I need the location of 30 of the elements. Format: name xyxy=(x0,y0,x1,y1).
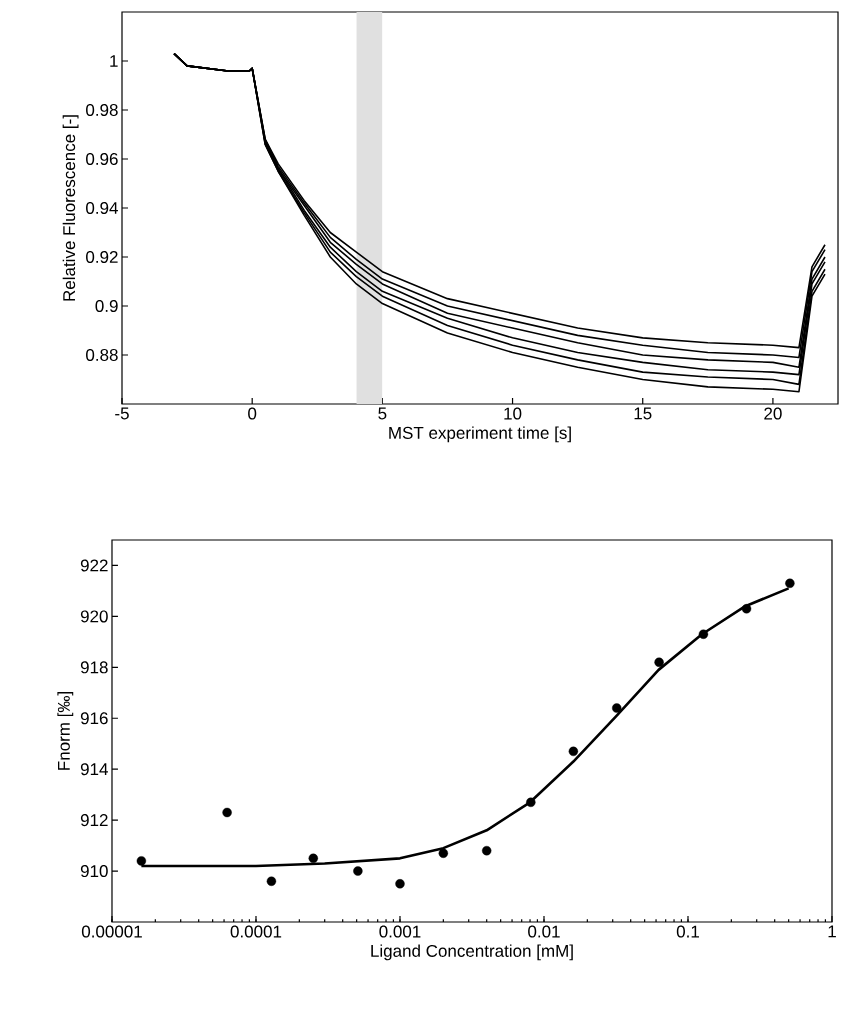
y-tick-label: 0.92 xyxy=(86,250,118,264)
y-tick-label: 916 xyxy=(80,712,108,725)
y-tick-label: 0.96 xyxy=(86,152,118,166)
y-axis-title: Relative Fluorescence [-] xyxy=(62,115,79,301)
x-tick-label: 0.00001 xyxy=(81,925,142,938)
y-tick-label: 0.9 xyxy=(95,299,118,313)
y-tick-label: 920 xyxy=(80,610,108,623)
y-tick-label: 912 xyxy=(80,814,108,827)
y-tick-label: 0.88 xyxy=(86,348,118,362)
x-tick-label: 20 xyxy=(764,407,782,420)
y-tick-label: 910 xyxy=(80,865,108,878)
x-tick-label: 15 xyxy=(634,407,652,420)
x-tick-label: 0.0001 xyxy=(230,925,282,938)
x-tick-label: -5 xyxy=(115,407,129,420)
x-tick-label: 0.001 xyxy=(379,925,421,938)
y-axis-title: Fnorm [‰] xyxy=(57,692,74,770)
x-axis-title: Ligand Concentration [mM] xyxy=(371,944,573,961)
x-tick-label: 10 xyxy=(504,407,522,420)
y-tick-label: 0.98 xyxy=(86,103,118,117)
x-axis-title: MST experiment time [s] xyxy=(389,426,571,443)
x-tick-label: 0 xyxy=(248,407,257,420)
x-tick-label: 5 xyxy=(378,407,387,420)
y-tick-label: 918 xyxy=(80,661,108,674)
x-tick-label: 0.01 xyxy=(528,925,560,938)
y-tick-label: 0.94 xyxy=(86,201,118,215)
y-tick-label: 914 xyxy=(80,763,108,776)
y-tick-label: 1 xyxy=(110,55,118,67)
x-tick-label: 0.1 xyxy=(676,925,699,938)
y-tick-label: 922 xyxy=(80,559,108,572)
x-tick-label: 1 xyxy=(828,925,836,938)
